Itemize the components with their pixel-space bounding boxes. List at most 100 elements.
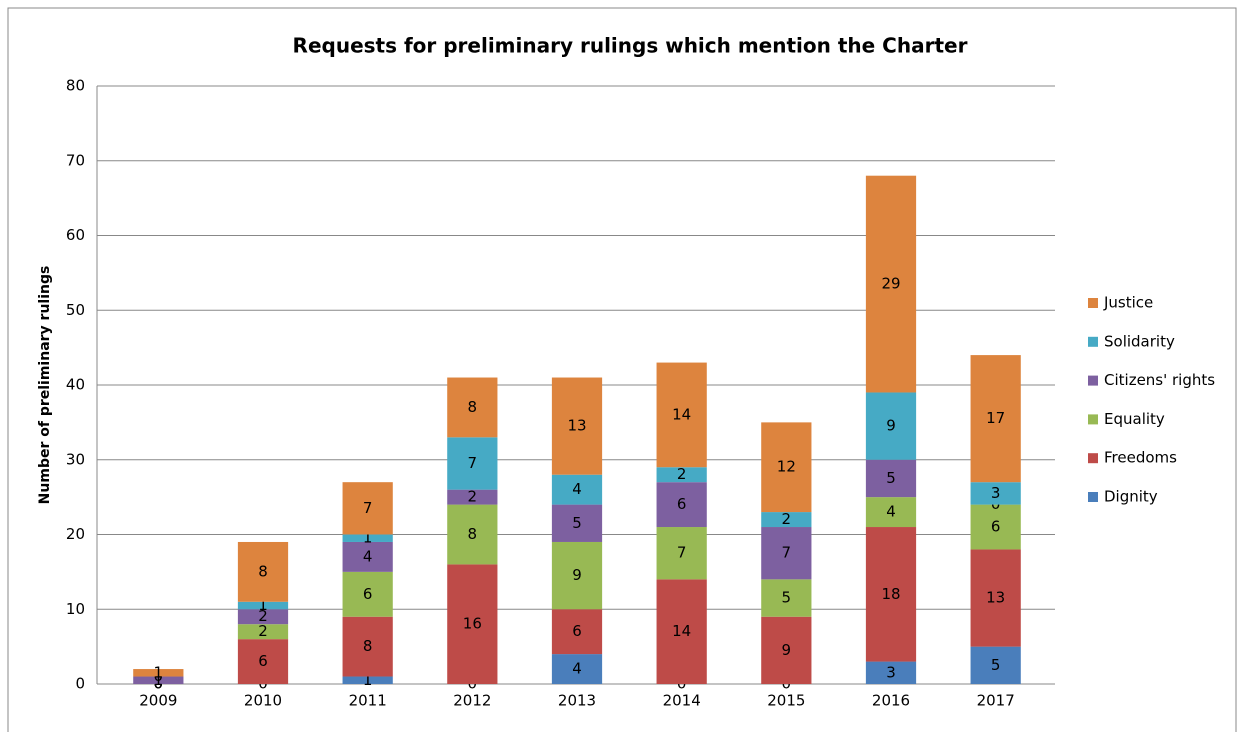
bar-segment bbox=[551, 541, 603, 610]
data-label: 5 bbox=[572, 514, 582, 532]
data-label: 8 bbox=[468, 525, 478, 543]
bar-segment bbox=[865, 527, 917, 662]
bar-segment bbox=[761, 616, 812, 684]
data-label: 7 bbox=[363, 499, 373, 517]
data-label: 12 bbox=[777, 458, 796, 476]
bar-segment bbox=[551, 654, 603, 684]
bar-segment bbox=[865, 661, 917, 684]
y-tick-label: 70 bbox=[66, 151, 85, 169]
y-tick-label: 10 bbox=[66, 600, 85, 618]
data-label: 7 bbox=[468, 454, 478, 472]
y-tick-label: 30 bbox=[66, 450, 85, 468]
data-label: 4 bbox=[572, 660, 582, 678]
bar-segment bbox=[237, 624, 289, 640]
data-label: 8 bbox=[468, 398, 478, 416]
bar-segment bbox=[237, 609, 289, 625]
x-tick-label: 2012 bbox=[453, 692, 491, 710]
data-label: 18 bbox=[881, 585, 900, 603]
bar-segment bbox=[656, 579, 707, 684]
data-label: 3 bbox=[991, 484, 1001, 502]
legend-label: Citizens' rights bbox=[1104, 371, 1215, 389]
data-label: 6 bbox=[363, 585, 373, 603]
legend-swatch bbox=[1088, 375, 1098, 386]
data-label: 2 bbox=[258, 622, 268, 640]
data-label: 4 bbox=[572, 480, 582, 498]
bar-segment bbox=[970, 504, 1021, 550]
bar-segment bbox=[551, 377, 603, 475]
x-tick-label: 2013 bbox=[558, 692, 596, 710]
bar-segment bbox=[970, 355, 1021, 483]
x-tick-label: 2011 bbox=[349, 692, 387, 710]
bar-segment bbox=[342, 541, 393, 572]
legend-swatch bbox=[1088, 336, 1098, 347]
bar-segment bbox=[447, 489, 498, 505]
data-label: 2 bbox=[258, 607, 268, 625]
bar-segment bbox=[342, 676, 393, 684]
data-label: 1 bbox=[363, 529, 373, 547]
chart-frame bbox=[7, 7, 1237, 732]
data-label: 5 bbox=[991, 656, 1001, 674]
data-label: 13 bbox=[567, 417, 586, 435]
legend-swatch bbox=[1088, 298, 1098, 308]
x-tick-label: 2009 bbox=[139, 692, 177, 710]
x-tick-label: 2017 bbox=[977, 692, 1015, 710]
data-label: 6 bbox=[572, 622, 582, 640]
bar-segment bbox=[447, 437, 498, 490]
bar-segment bbox=[761, 512, 812, 528]
legend-label: Solidarity bbox=[1104, 332, 1175, 350]
data-label: 14 bbox=[672, 622, 691, 640]
data-label: 1 bbox=[363, 671, 373, 689]
data-label: 16 bbox=[463, 615, 482, 633]
data-label: 29 bbox=[881, 275, 900, 293]
data-label: 2 bbox=[782, 510, 792, 528]
bar-segment bbox=[970, 549, 1021, 647]
data-label: 14 bbox=[672, 405, 691, 423]
data-label: 4 bbox=[363, 547, 373, 565]
bar-segment bbox=[342, 571, 393, 617]
bar-segment bbox=[133, 669, 184, 677]
legend-label: Freedoms bbox=[1104, 449, 1177, 467]
bar-segment bbox=[865, 392, 917, 460]
data-label: 13 bbox=[986, 589, 1005, 607]
bar-segment bbox=[656, 482, 707, 528]
bar-segment bbox=[970, 482, 1021, 505]
bar-segment bbox=[237, 639, 289, 684]
bar-segment bbox=[551, 474, 603, 505]
bar-segment bbox=[342, 534, 393, 542]
y-tick-label: 60 bbox=[66, 226, 85, 244]
legend-label: Equality bbox=[1104, 410, 1165, 428]
bar-segment bbox=[551, 609, 603, 655]
data-label: 6 bbox=[991, 518, 1001, 536]
bar-segment bbox=[656, 527, 707, 580]
y-tick-label: 80 bbox=[66, 77, 85, 95]
bar-segment bbox=[237, 541, 289, 602]
data-label: 4 bbox=[886, 503, 896, 521]
data-label: 1 bbox=[154, 663, 164, 681]
bar-segment bbox=[865, 497, 917, 528]
legend-label: Justice bbox=[1103, 294, 1153, 312]
x-tick-label: 2016 bbox=[872, 692, 910, 710]
bar-segment bbox=[865, 175, 917, 393]
data-label: 6 bbox=[258, 652, 268, 670]
legend-label: Dignity bbox=[1104, 488, 1158, 506]
data-label: 7 bbox=[677, 544, 687, 562]
y-tick-label: 0 bbox=[75, 675, 85, 693]
y-tick-label: 40 bbox=[66, 376, 85, 394]
legend-swatch bbox=[1088, 414, 1098, 425]
bar-segment bbox=[656, 362, 707, 468]
data-label: 7 bbox=[782, 544, 792, 562]
data-label: 2 bbox=[468, 488, 478, 506]
bar-segment bbox=[656, 467, 707, 483]
data-label: 1 bbox=[154, 671, 164, 689]
bar-segment bbox=[342, 482, 393, 535]
y-tick-label: 20 bbox=[66, 525, 85, 543]
data-label: 9 bbox=[782, 641, 792, 659]
data-label: 8 bbox=[258, 562, 268, 580]
data-label: 3 bbox=[886, 663, 896, 681]
data-label: 8 bbox=[363, 637, 373, 655]
y-tick-label: 50 bbox=[66, 301, 85, 319]
data-label: 2 bbox=[677, 465, 687, 483]
x-tick-label: 2010 bbox=[244, 692, 282, 710]
bar-segment bbox=[970, 646, 1021, 684]
